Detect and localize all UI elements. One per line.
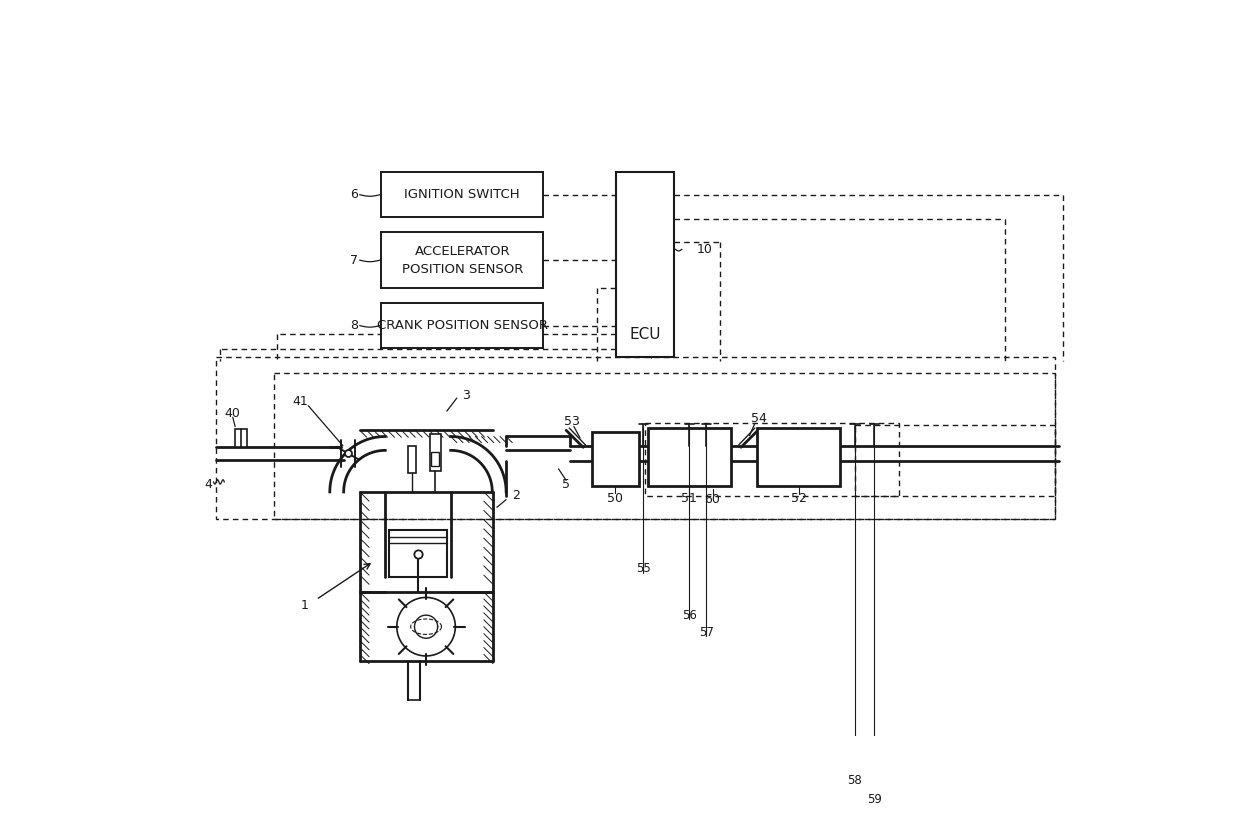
Text: 6: 6 <box>351 189 358 201</box>
Bar <box>389 530 446 576</box>
Bar <box>236 429 248 447</box>
Text: 52: 52 <box>791 491 807 504</box>
Text: CRANK POSITION SENSOR: CRANK POSITION SENSOR <box>377 319 548 332</box>
Bar <box>432 452 439 466</box>
Text: 10: 10 <box>697 243 713 256</box>
Bar <box>216 357 1055 519</box>
Text: 3: 3 <box>463 390 470 402</box>
Bar <box>430 434 440 471</box>
Text: 51: 51 <box>682 491 697 504</box>
Text: IGNITION SWITCH: IGNITION SWITCH <box>404 189 520 201</box>
Text: 55: 55 <box>636 562 651 576</box>
Text: 50: 50 <box>608 491 624 504</box>
Bar <box>854 425 1055 496</box>
Bar <box>408 446 417 473</box>
Bar <box>616 172 675 357</box>
Text: 5: 5 <box>562 478 570 490</box>
Text: 41: 41 <box>293 394 309 408</box>
Bar <box>591 432 640 485</box>
Text: 40: 40 <box>224 407 241 420</box>
Text: 1: 1 <box>300 599 309 612</box>
Text: 59: 59 <box>867 793 882 806</box>
Text: 57: 57 <box>699 625 714 638</box>
Bar <box>382 172 543 217</box>
Text: 7: 7 <box>350 254 358 266</box>
Bar <box>274 373 1055 519</box>
Text: ECU: ECU <box>630 327 661 342</box>
Text: 60: 60 <box>704 493 720 506</box>
Bar <box>645 423 899 496</box>
Text: 56: 56 <box>682 609 697 622</box>
Text: 4: 4 <box>205 478 212 490</box>
Text: 53: 53 <box>564 414 579 428</box>
Bar <box>647 428 730 485</box>
Text: ACCELERATOR
POSITION SENSOR: ACCELERATOR POSITION SENSOR <box>402 245 523 275</box>
Text: 8: 8 <box>350 319 358 332</box>
Text: 58: 58 <box>848 774 862 787</box>
Text: 54: 54 <box>750 413 766 425</box>
Bar <box>382 304 543 348</box>
Bar <box>382 232 543 288</box>
Text: 2: 2 <box>512 490 520 502</box>
Bar <box>758 428 841 485</box>
